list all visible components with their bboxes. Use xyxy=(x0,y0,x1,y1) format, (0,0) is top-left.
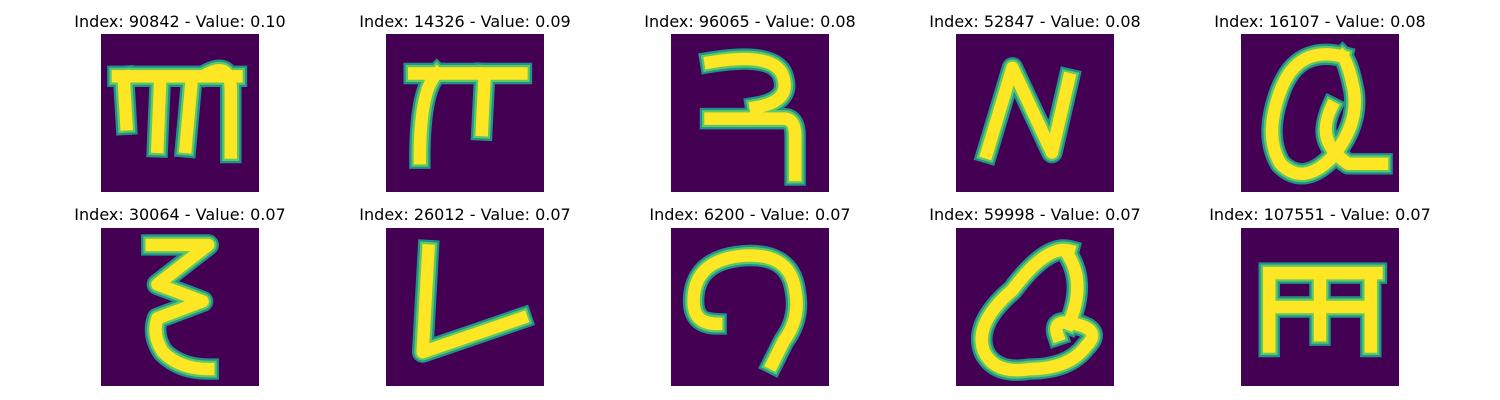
panel-6: Index: 26012 - Value: 0.07 xyxy=(315,0,615,386)
panel-title: Index: 107551 - Value: 0.07 xyxy=(1209,205,1431,224)
panel-8: Index: 59998 - Value: 0.07 xyxy=(885,0,1185,386)
panel-0: Index: 90842 - Value: 0.10 xyxy=(30,0,330,200)
panel-title: Index: 52847 - Value: 0.08 xyxy=(929,12,1141,31)
panel-title: Index: 14326 - Value: 0.09 xyxy=(359,12,571,31)
glyph-image xyxy=(386,228,544,386)
panel-title: Index: 16107 - Value: 0.08 xyxy=(1214,12,1426,31)
glyph-image xyxy=(101,34,259,192)
glyph-image xyxy=(1241,34,1399,192)
panel-7: Index: 6200 - Value: 0.07 xyxy=(600,0,900,386)
panel-3: Index: 52847 - Value: 0.08 xyxy=(885,0,1185,200)
glyph-image xyxy=(671,228,829,386)
panel-title: Index: 59998 - Value: 0.07 xyxy=(929,205,1141,224)
glyph-image xyxy=(671,34,829,192)
panel-5: Index: 30064 - Value: 0.07 xyxy=(30,0,330,386)
panel-4: Index: 16107 - Value: 0.08 xyxy=(1170,0,1470,200)
panel-title: Index: 96065 - Value: 0.08 xyxy=(644,12,856,31)
glyph-image xyxy=(956,34,1114,192)
panel-title: Index: 26012 - Value: 0.07 xyxy=(359,205,571,224)
panel-title: Index: 6200 - Value: 0.07 xyxy=(649,205,851,224)
panel-title: Index: 30064 - Value: 0.07 xyxy=(74,205,286,224)
glyph-image xyxy=(101,228,259,386)
panel-title: Index: 90842 - Value: 0.10 xyxy=(74,12,286,31)
panel-1: Index: 14326 - Value: 0.09 xyxy=(315,0,615,200)
glyph-image xyxy=(386,34,544,192)
glyph-image xyxy=(1241,228,1399,386)
panel-2: Index: 96065 - Value: 0.08 xyxy=(600,0,900,200)
panel-9: Index: 107551 - Value: 0.07 xyxy=(1170,0,1470,386)
glyph-image xyxy=(956,228,1114,386)
